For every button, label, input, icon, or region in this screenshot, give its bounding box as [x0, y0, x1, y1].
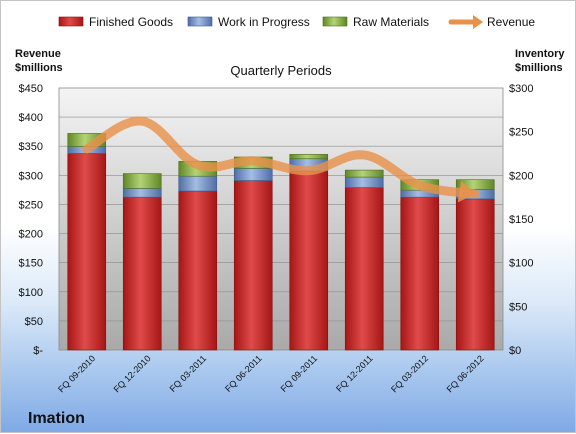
- legend-item-revenue: Revenue: [448, 15, 535, 29]
- right-tick-label: $0: [509, 345, 521, 357]
- category-label: FQ 06-2011: [223, 353, 264, 394]
- bar-finished-goods: [67, 153, 107, 351]
- legend-item-finished-goods: Finished Goods: [58, 15, 173, 29]
- legend-label-finished-goods: Finished Goods: [89, 15, 173, 29]
- category-label: FQ 03-2011: [168, 353, 209, 394]
- bar-work-in-progress: [178, 175, 218, 192]
- bar-finished-goods: [455, 198, 495, 351]
- right-tick-label: $150: [509, 214, 533, 226]
- category-label: FQ 06-2012: [445, 353, 486, 394]
- right-tick-label: $300: [509, 83, 533, 95]
- legend: Finished Goods Work in Progress Raw Mate…: [58, 15, 535, 29]
- category-label: FQ 03-2012: [389, 353, 430, 394]
- category-label: FQ 12-2011: [334, 353, 375, 394]
- company-name: Imation: [28, 410, 85, 427]
- bar-finished-goods: [178, 190, 218, 351]
- left-tick-label: $350: [19, 141, 43, 153]
- legend-label-work-in-progress: Work in Progress: [218, 15, 310, 29]
- right-axis-ticks: $0 $50 $100 $150 $200 $250 $300: [509, 83, 533, 357]
- left-tick-label: $-: [33, 345, 43, 357]
- bar-finished-goods: [289, 170, 329, 351]
- left-axis-title-line1: Revenue: [15, 48, 61, 60]
- left-tick-label: $450: [19, 83, 43, 95]
- right-tick-label: $200: [509, 170, 533, 182]
- bar-raw-materials: [289, 154, 329, 160]
- left-tick-label: $100: [19, 287, 43, 299]
- category-label: FQ 12-2010: [112, 353, 153, 394]
- legend-item-raw-materials: Raw Materials: [322, 15, 429, 29]
- legend-swatch-finished-goods: [58, 16, 84, 27]
- bar-finished-goods: [122, 196, 162, 351]
- legend-label-raw-materials: Raw Materials: [353, 15, 429, 29]
- legend-label-revenue: Revenue: [487, 15, 535, 29]
- bar-finished-goods: [344, 187, 384, 351]
- legend-arrowhead-revenue: [473, 15, 483, 29]
- right-tick-label: $50: [509, 301, 527, 313]
- legend-swatch-work-in-progress: [187, 16, 213, 27]
- left-tick-label: $50: [25, 316, 43, 328]
- right-axis-title-line2: $millions: [515, 62, 563, 74]
- right-axis-title-line1: Inventory: [515, 48, 565, 60]
- chart-subtitle: Quarterly Periods: [230, 63, 332, 78]
- left-tick-label: $200: [19, 229, 43, 241]
- revenue-line: [82, 116, 480, 199]
- left-axis-ticks: $- $50 $100 $150 $200 $250 $300 $350 $400 $450: [19, 83, 44, 357]
- left-tick-label: $250: [19, 199, 43, 211]
- bar-raw-materials: [344, 169, 384, 178]
- revenue-line-layer: [82, 116, 480, 203]
- bar-raw-materials: [122, 173, 162, 189]
- category-labels: FQ 09-2010 FQ 12-2010 FQ 03-2011 FQ 06-2011…: [56, 353, 486, 394]
- revenue-arrowhead: [457, 180, 476, 203]
- right-tick-label: $100: [509, 258, 533, 270]
- right-tick-label: $250: [509, 127, 533, 139]
- category-label: FQ 09-2010: [56, 353, 97, 394]
- bar-raw-materials: [455, 179, 495, 190]
- left-axis-title-line2: $millions: [15, 62, 63, 74]
- bar-work-in-progress: [233, 168, 273, 181]
- bar-finished-goods: [400, 196, 440, 351]
- left-tick-label: $150: [19, 258, 43, 270]
- left-tick-label: $300: [19, 170, 43, 182]
- category-label: FQ 09-2011: [279, 353, 320, 394]
- bar-work-in-progress: [344, 176, 384, 188]
- bar-work-in-progress: [122, 188, 162, 198]
- legend-swatch-raw-materials: [322, 16, 348, 27]
- legend-item-work-in-progress: Work in Progress: [187, 15, 310, 29]
- bar-finished-goods: [233, 180, 273, 351]
- left-tick-label: $400: [19, 112, 43, 124]
